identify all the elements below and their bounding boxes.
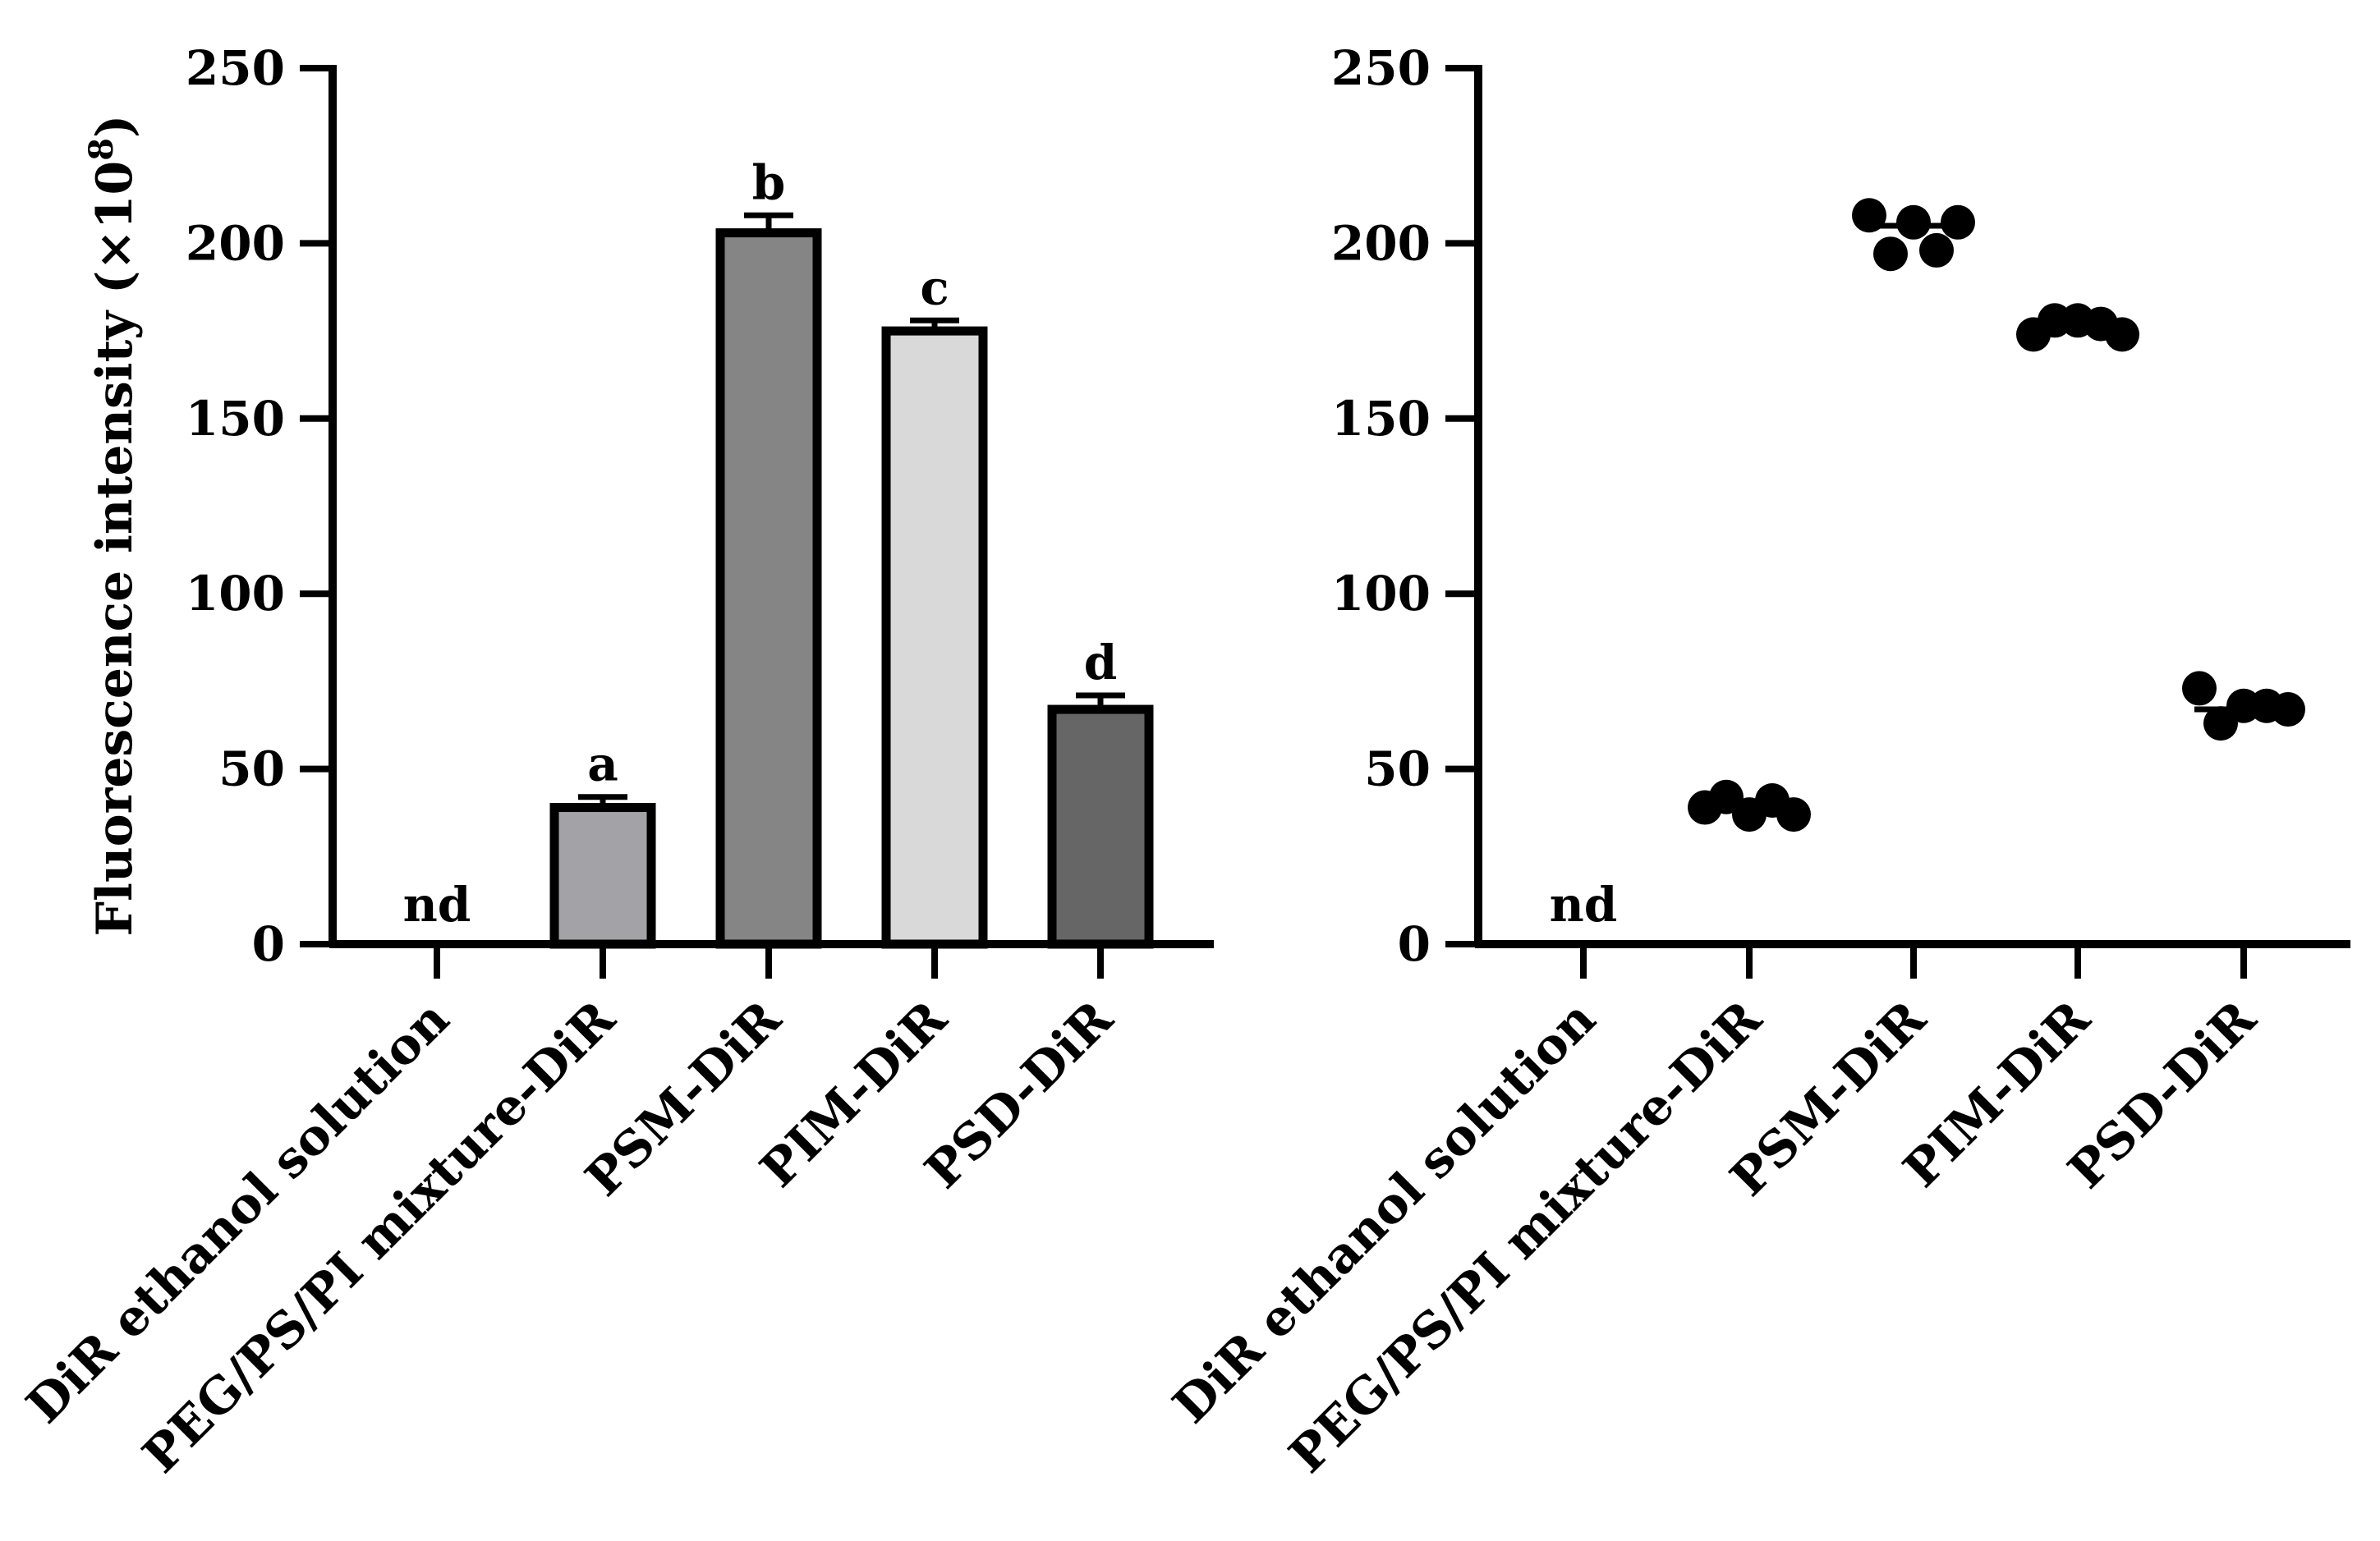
significance-label: d xyxy=(1084,635,1118,690)
significance-label: a xyxy=(587,736,618,792)
y-tick-label: 0 xyxy=(252,916,285,972)
data-point xyxy=(2182,671,2217,706)
bar xyxy=(1047,704,1154,949)
y-tick-label: 250 xyxy=(1331,40,1431,96)
y-tick-label: 50 xyxy=(218,741,285,797)
y-tick-label: 250 xyxy=(186,40,285,96)
data-point xyxy=(1941,204,1975,240)
data-point xyxy=(1776,797,1811,832)
significance-label: c xyxy=(920,259,949,315)
y-tick-label: 150 xyxy=(186,391,285,447)
bar xyxy=(549,803,656,949)
data-point xyxy=(2271,692,2305,727)
y-axis-label: Fluorescence intensity (×108) xyxy=(82,115,145,937)
y-tick-label: 150 xyxy=(1331,391,1431,447)
y-tick-label: 100 xyxy=(1331,566,1431,621)
bar xyxy=(715,228,822,949)
y-tick-label: 0 xyxy=(1398,916,1431,972)
significance-label: nd xyxy=(403,877,471,933)
y-tick-label: 200 xyxy=(1331,215,1431,271)
data-point xyxy=(1919,232,1954,268)
data-point xyxy=(1852,198,1886,233)
y-tick-label: 100 xyxy=(186,566,285,621)
y-tick-label: 50 xyxy=(1364,741,1431,797)
data-point xyxy=(2105,317,2139,352)
y-tick-label: 200 xyxy=(186,215,285,271)
data-point xyxy=(1873,236,1908,272)
significance-label: nd xyxy=(1550,877,1618,933)
data-point xyxy=(1896,204,1931,240)
significance-label: b xyxy=(752,154,786,210)
bar xyxy=(881,326,988,949)
